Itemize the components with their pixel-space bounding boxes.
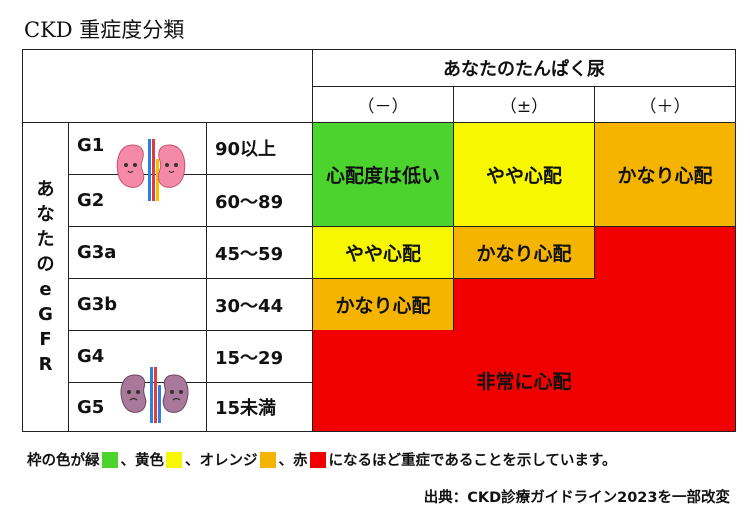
red-swatch [309, 451, 326, 468]
range-g1: 90以上 [206, 122, 313, 175]
range-g4: 15～29 [206, 330, 313, 383]
risk-severe-cell: 非常に心配 [312, 330, 736, 432]
source-citation: 出典：CKD診療ガイドライン2023を一部改変 [423, 490, 730, 506]
legend-prefix: 枠の色が緑 [27, 453, 100, 469]
risk-severe-area [594, 226, 736, 279]
ckd-severity-table: あなたのたんぱく尿 （－） （±） （＋） あ な た の e G F R G 1… [22, 49, 736, 432]
egfr-char: G [38, 304, 53, 325]
range-g2: 60～89 [206, 174, 313, 227]
egfr-header: あ な た の e G F R [22, 122, 69, 432]
risk-severe-area [454, 328, 735, 332]
egfr-char: な [36, 204, 55, 225]
egfr-char: た [36, 229, 55, 250]
risk-moderate-cell: かなり心配 [453, 226, 595, 279]
legend-sep-yellow: 、黄色 [120, 453, 165, 469]
protein-negative-header: （－） [312, 86, 454, 123]
legend-sep-red: 、赤 [278, 453, 308, 469]
header-corner [22, 49, 313, 123]
protein-positive-header: （＋） [594, 86, 736, 123]
range-g5: 15未満 [206, 382, 313, 432]
healthy-kidney-icon [116, 139, 186, 201]
egfr-char: R [38, 354, 53, 375]
egfr-char: e [39, 279, 52, 300]
stage-g3a: G3a [68, 226, 207, 279]
protein-header: あなたのたんぱく尿 [312, 49, 736, 87]
risk-mild-cell: やや心配 [453, 122, 595, 227]
risk-low-cell: 心配度は低い [312, 122, 454, 227]
legend-sep-orange: 、オレンジ [185, 453, 258, 469]
color-legend: 枠の色が緑 、黄色 、オレンジ 、赤 になるほど重症であることを示しています。 [27, 449, 616, 470]
range-g3a: 45～59 [206, 226, 313, 279]
egfr-char: あ [36, 179, 55, 200]
risk-moderate-cell: かなり心配 [594, 122, 736, 227]
green-swatch [101, 451, 118, 468]
range-g3b: 30～44 [206, 278, 313, 331]
legend-suffix: になるほど重症であることを示しています。 [328, 453, 617, 469]
protein-trace-header: （±） [453, 86, 595, 123]
risk-moderate-cell: かなり心配 [312, 278, 454, 331]
yellow-swatch [166, 451, 182, 468]
egfr-char: の [36, 254, 55, 275]
risk-severe-area [595, 277, 735, 280]
risk-severe-area [453, 278, 736, 331]
risk-mild-cell: やや心配 [312, 226, 454, 279]
egfr-char: F [39, 329, 52, 350]
sick-kidney-icon [120, 367, 189, 423]
page-title: CKD 重症度分類 [24, 18, 185, 42]
orange-swatch [259, 451, 276, 468]
stage-g3b: G3b [68, 278, 207, 331]
